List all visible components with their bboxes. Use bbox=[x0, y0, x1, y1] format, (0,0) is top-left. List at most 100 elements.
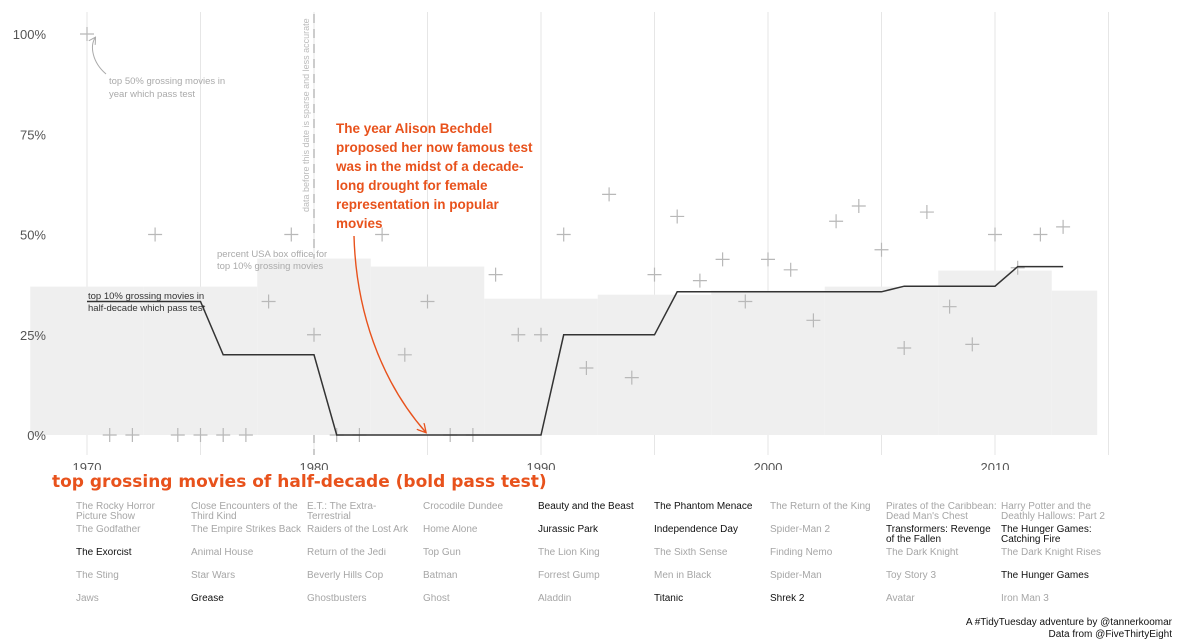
top10-label: top 10% grossing movies in bbox=[88, 291, 204, 302]
point-1974 bbox=[170, 428, 185, 442]
point-1990 bbox=[534, 327, 548, 342]
movie-title: The Rocky Horror Picture Show bbox=[76, 502, 155, 521]
callout-line: representation in popular bbox=[336, 197, 500, 212]
point-1980 bbox=[307, 327, 321, 342]
point-2008 bbox=[942, 299, 957, 314]
y-tick-label: 100% bbox=[13, 27, 47, 42]
movie-title: Close Encounters of the Third Kind bbox=[191, 502, 298, 521]
x-tick-label: 1980 bbox=[300, 460, 329, 470]
y-tick-label: 25% bbox=[20, 328, 46, 343]
movie-title: The Hunger Games: Catching Fire bbox=[1001, 525, 1092, 544]
movie-title: The Return of the King bbox=[770, 502, 871, 512]
movie-title: The Godfather bbox=[76, 525, 141, 535]
point-2002 bbox=[806, 313, 821, 328]
movie-title: The Sting bbox=[76, 571, 119, 581]
y-tick-label: 50% bbox=[20, 228, 46, 243]
point-2009 bbox=[965, 337, 980, 352]
movie-title: Shrek 2 bbox=[770, 594, 805, 604]
box-office-bar-5 bbox=[597, 294, 712, 435]
bechdel-chart: 0% 25% 50% 75% 100% 1970 1980 1990 2000 2010 top … bbox=[13, 12, 1109, 470]
movie-title: Home Alone bbox=[423, 525, 478, 535]
point-1984 bbox=[397, 347, 412, 362]
movie-title: Harry Potter and the Deathly Hallows: Pa… bbox=[1001, 502, 1105, 521]
movie-title: Men in Black bbox=[654, 571, 712, 581]
movie-title: Animal House bbox=[191, 548, 254, 558]
point-2011 bbox=[1010, 260, 1025, 275]
point-1994 bbox=[624, 370, 639, 385]
point-1997 bbox=[692, 273, 707, 288]
movie-title: Star Wars bbox=[191, 571, 236, 581]
box-office-bar-0 bbox=[30, 286, 144, 435]
point-1978 bbox=[261, 294, 276, 309]
point-2007 bbox=[919, 205, 934, 220]
point-1991 bbox=[556, 227, 571, 242]
x-tick-label: 2000 bbox=[754, 460, 783, 470]
movie-title: Finding Nemo bbox=[770, 548, 833, 558]
half-decade-line bbox=[87, 265, 1064, 436]
box-office-bar-4 bbox=[484, 298, 598, 435]
box-office-bar-8 bbox=[938, 270, 1052, 435]
point-2000 bbox=[761, 252, 775, 267]
point-1998 bbox=[715, 252, 730, 267]
point-1972 bbox=[125, 428, 140, 442]
movie-title: Titanic bbox=[654, 594, 684, 604]
half-decade-line-group bbox=[87, 265, 1064, 436]
top50-label: year which pass test bbox=[109, 89, 195, 100]
top50-arrow bbox=[93, 38, 107, 75]
movie-title: The Dark Knight Rises bbox=[1001, 548, 1102, 558]
movie-title: Batman bbox=[423, 571, 458, 581]
y-tick-label: 75% bbox=[20, 127, 46, 142]
point-1993 bbox=[602, 187, 617, 202]
movie-title: Beauty and the Beast bbox=[538, 502, 634, 512]
x-tick-label: 1990 bbox=[527, 460, 556, 470]
movie-title: Spider-Man bbox=[770, 571, 822, 581]
callout-line: The year Alison Bechdel bbox=[336, 121, 492, 136]
x-tick-label: 1970 bbox=[73, 460, 102, 470]
movie-title: The Lion King bbox=[538, 548, 600, 558]
movie-title: Aladdin bbox=[538, 594, 572, 604]
top10-label: half-decade which pass test bbox=[88, 303, 206, 314]
movie-title: Return of the Jedi bbox=[307, 548, 386, 558]
movie-title: The Dark Knight bbox=[886, 548, 959, 558]
movie-title: The Sixth Sense bbox=[654, 548, 728, 558]
movie-title: Top Gun bbox=[423, 548, 461, 558]
box-office-bar-9 bbox=[1051, 290, 1098, 435]
callout-arrow bbox=[353, 235, 426, 432]
point-1983 bbox=[375, 227, 390, 242]
callout-line: movies bbox=[336, 216, 383, 231]
box-office-label: percent USA box office for bbox=[217, 249, 327, 260]
point-1973 bbox=[148, 227, 163, 242]
movie-title: Jaws bbox=[76, 594, 99, 604]
box-office-bar-6 bbox=[711, 290, 825, 435]
movie-title: The Exorcist bbox=[76, 548, 132, 558]
point-1988 bbox=[488, 267, 503, 282]
point-1971 bbox=[102, 428, 117, 442]
point-1976 bbox=[216, 428, 231, 442]
movies-title: top grossing movies of half-decade (bold… bbox=[52, 472, 547, 492]
top50-label: top 50% grossing movies in bbox=[109, 76, 225, 87]
y-tick-label: 0% bbox=[27, 428, 46, 443]
point-1975 bbox=[193, 428, 208, 442]
movie-title: Ghostbusters bbox=[307, 594, 367, 604]
axis-labels: 0% 25% 50% 75% 100% 1970 1980 1990 2000 2010 bbox=[13, 27, 1010, 470]
movie-title: The Hunger Games bbox=[1001, 571, 1089, 581]
point-2005 bbox=[874, 242, 889, 257]
point-2004 bbox=[851, 199, 866, 214]
movie-title: E.T.: The Extra-Terrestrial bbox=[307, 502, 377, 521]
point-2012 bbox=[1033, 227, 1048, 242]
sparse-data-note: data before this date is sparse and less… bbox=[301, 18, 311, 212]
point-2003 bbox=[829, 214, 844, 229]
callout-line: was in the midst of a decade- bbox=[335, 159, 524, 174]
x-tick-label: 2010 bbox=[981, 460, 1010, 470]
movie-title: Forrest Gump bbox=[538, 571, 600, 581]
point-1999 bbox=[738, 294, 753, 309]
point-1977 bbox=[238, 428, 253, 442]
movie-title: Independence Day bbox=[654, 525, 738, 535]
point-1970 bbox=[80, 27, 94, 41]
credits-source: Data from @FiveThirtyEight bbox=[1048, 629, 1172, 640]
movie-title: Toy Story 3 bbox=[886, 571, 937, 581]
point-2006 bbox=[897, 340, 912, 355]
movie-title: Beverly Hills Cop bbox=[307, 571, 384, 581]
point-1995 bbox=[647, 267, 662, 282]
box-office-bars bbox=[30, 258, 1098, 435]
